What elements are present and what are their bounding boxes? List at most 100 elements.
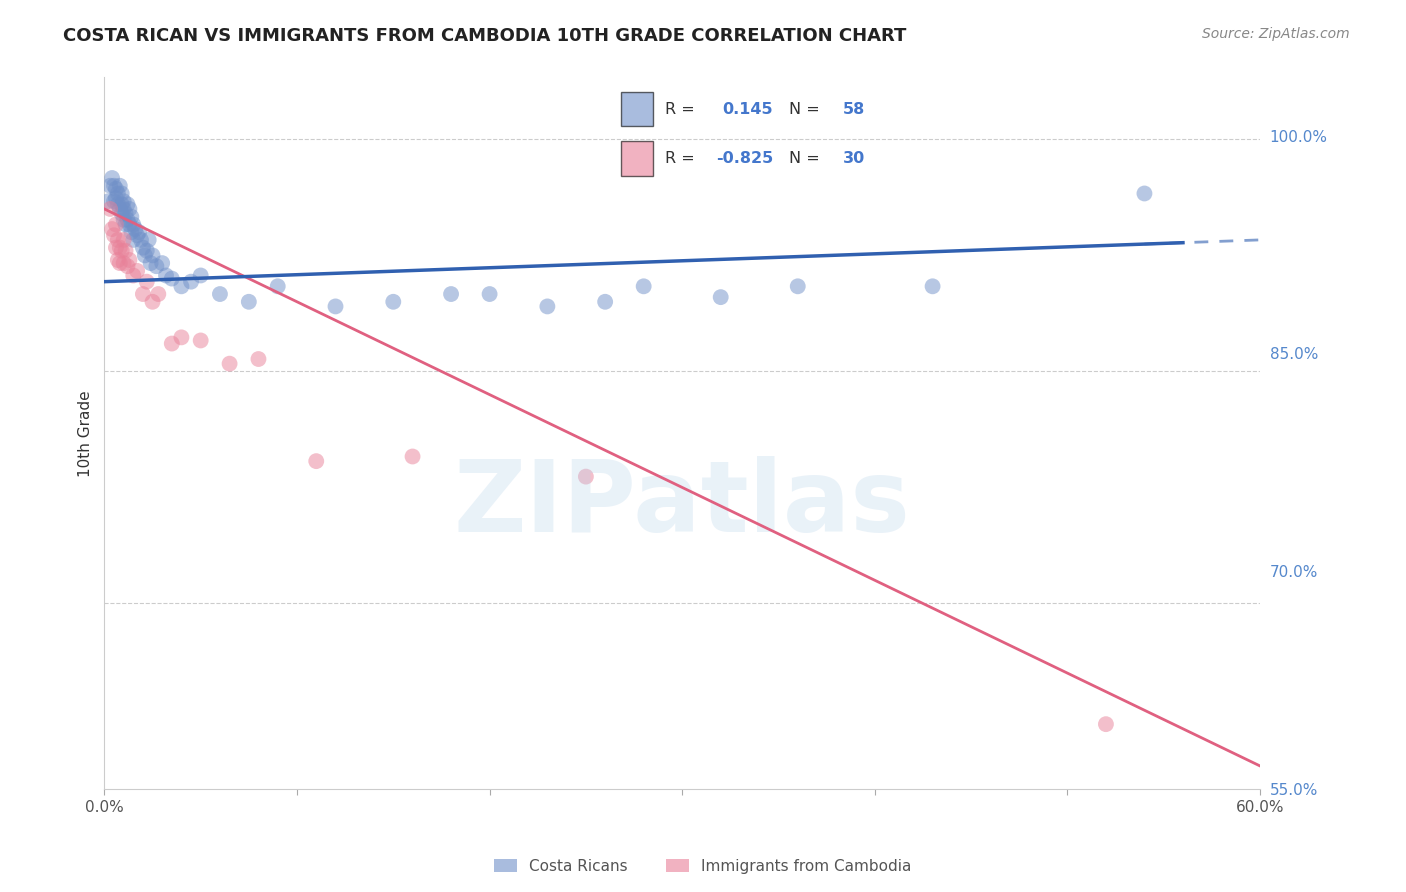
Text: N =: N =	[789, 151, 825, 166]
Point	[108, 202, 131, 216]
Point	[107, 252, 129, 267]
Point	[108, 178, 131, 193]
Point	[98, 178, 121, 193]
Point	[135, 275, 157, 289]
Point	[112, 256, 135, 270]
Point	[135, 244, 157, 258]
Text: ZIPatlas: ZIPatlas	[454, 456, 911, 553]
Point	[160, 271, 183, 285]
Text: -0.825: -0.825	[716, 151, 773, 166]
Point	[155, 268, 177, 283]
Point	[104, 218, 127, 232]
Point	[267, 279, 290, 293]
Point	[128, 225, 150, 239]
Point	[190, 334, 212, 348]
Point	[141, 248, 163, 262]
Point	[536, 300, 558, 314]
Point	[104, 191, 127, 205]
Point	[101, 222, 124, 236]
Point	[107, 197, 129, 211]
Point	[111, 186, 134, 201]
Point	[104, 241, 127, 255]
Text: 0.145: 0.145	[723, 102, 773, 117]
Point	[111, 206, 134, 220]
Point	[575, 469, 598, 483]
Point	[170, 330, 193, 344]
Point	[111, 197, 134, 211]
Point	[107, 233, 129, 247]
Point	[921, 279, 943, 293]
Point	[127, 228, 149, 243]
Point	[103, 178, 125, 193]
Point	[139, 256, 162, 270]
Point	[382, 294, 405, 309]
Point	[145, 259, 167, 273]
Point	[593, 294, 616, 309]
Point	[305, 454, 328, 468]
Point	[124, 222, 146, 236]
Point	[401, 450, 423, 464]
Point	[478, 287, 501, 301]
Point	[122, 233, 145, 247]
Point	[103, 228, 125, 243]
Point	[97, 194, 120, 209]
Point	[247, 351, 270, 366]
Point	[134, 248, 156, 262]
Point	[120, 225, 142, 239]
Point	[1095, 717, 1118, 731]
Point	[122, 268, 145, 283]
Point	[120, 210, 142, 224]
Point	[170, 279, 193, 293]
Point	[218, 357, 240, 371]
Point	[114, 218, 136, 232]
Point	[112, 212, 135, 227]
Point	[114, 206, 136, 220]
Point	[129, 233, 152, 247]
Point	[180, 275, 202, 289]
Point	[160, 336, 183, 351]
Legend: Costa Ricans, Immigrants from Cambodia: Costa Ricans, Immigrants from Cambodia	[488, 853, 918, 880]
Point	[1133, 186, 1156, 201]
Point	[103, 194, 125, 209]
Point	[114, 244, 136, 258]
Text: 58: 58	[842, 102, 865, 117]
Point	[238, 294, 260, 309]
Point	[633, 279, 655, 293]
Point	[127, 264, 149, 278]
Text: R =: R =	[665, 102, 700, 117]
Point	[141, 294, 163, 309]
Point	[111, 244, 134, 258]
Point	[122, 218, 145, 232]
Point	[112, 194, 135, 209]
Point	[148, 287, 170, 301]
Point	[190, 268, 212, 283]
FancyBboxPatch shape	[621, 92, 652, 127]
Y-axis label: 10th Grade: 10th Grade	[79, 390, 93, 476]
Point	[112, 233, 135, 247]
Point	[440, 287, 463, 301]
Point	[118, 252, 141, 267]
Point	[108, 256, 131, 270]
Point	[101, 171, 124, 186]
Point	[112, 202, 135, 216]
Point	[117, 259, 139, 273]
Text: 30: 30	[842, 151, 865, 166]
FancyBboxPatch shape	[621, 141, 652, 176]
Point	[107, 186, 129, 201]
Point	[117, 212, 139, 227]
Point	[138, 233, 160, 247]
Point	[108, 241, 131, 255]
Point	[325, 300, 347, 314]
Point	[117, 197, 139, 211]
Text: Source: ZipAtlas.com: Source: ZipAtlas.com	[1202, 27, 1350, 41]
Point	[150, 256, 173, 270]
Point	[98, 202, 121, 216]
Text: N =: N =	[789, 102, 825, 117]
Point	[104, 182, 127, 196]
Text: COSTA RICAN VS IMMIGRANTS FROM CAMBODIA 10TH GRADE CORRELATION CHART: COSTA RICAN VS IMMIGRANTS FROM CAMBODIA …	[63, 27, 907, 45]
Point	[132, 241, 155, 255]
Point	[118, 202, 141, 216]
Point	[710, 290, 733, 304]
Point	[118, 218, 141, 232]
Text: R =: R =	[665, 151, 700, 166]
